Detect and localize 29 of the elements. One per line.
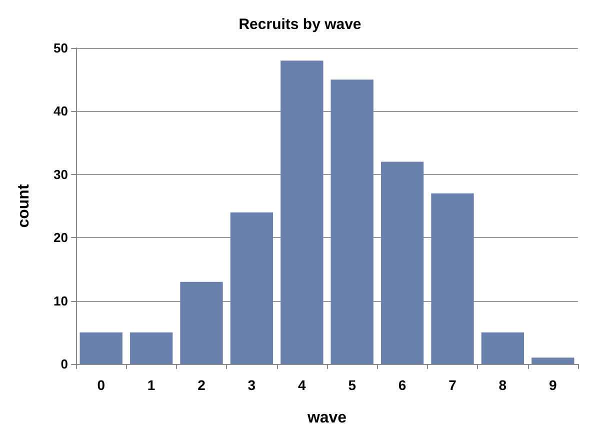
x-tick-label: 3 (248, 377, 256, 393)
bar (481, 332, 524, 364)
bar (230, 212, 274, 364)
x-tick-label: 0 (97, 377, 106, 393)
x-tick-label: 9 (549, 377, 557, 393)
chart-title: Recruits by wave (238, 16, 362, 33)
x-tick-label: 2 (198, 377, 206, 393)
x-tick-label: 6 (398, 377, 406, 393)
y-tick-label: 40 (54, 104, 68, 119)
bar (380, 162, 424, 364)
x-tick-label: 1 (147, 377, 156, 393)
bar (130, 332, 173, 364)
y-tick-label: 10 (54, 293, 68, 308)
bar (80, 332, 122, 364)
y-tick-label: 0 (60, 356, 68, 372)
y-tick-label: 20 (54, 230, 68, 246)
bar (180, 282, 223, 364)
bar (532, 358, 574, 364)
y-axis-title: count (16, 184, 32, 228)
x-tick-label: 7 (448, 377, 457, 393)
y-tick-label: 30 (54, 166, 68, 182)
x-tick-label: 4 (298, 377, 306, 393)
y-tick-label: 50 (54, 40, 68, 56)
x-tick-label: 5 (348, 377, 356, 393)
bar (280, 60, 324, 364)
bar (330, 80, 374, 364)
x-tick-label: 8 (498, 377, 507, 393)
bar (431, 193, 474, 364)
x-axis-title: wave (306, 410, 347, 426)
